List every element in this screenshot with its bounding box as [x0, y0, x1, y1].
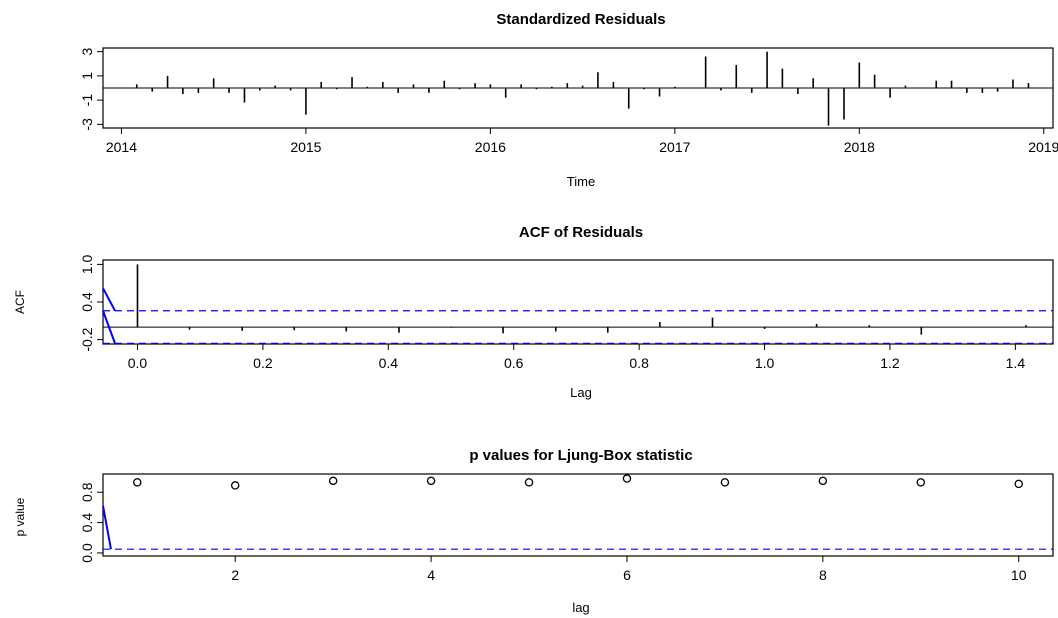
p-value-point	[818, 476, 828, 486]
p-value-point	[230, 481, 240, 490]
ljung-box-x-tick-label: 8	[819, 567, 827, 583]
p-value-point	[622, 474, 632, 483]
ljung-box-x-tick-label: 2	[231, 567, 239, 583]
residuals-x-tick-label: 2017	[659, 139, 690, 155]
ljung-box-y-tick-label: 0.0	[79, 543, 95, 563]
residuals-x-tick-label: 2016	[475, 139, 506, 155]
acf-plot-frame	[102, 259, 1054, 345]
ljung-box-y-label: p value	[13, 497, 27, 536]
acf-marks	[102, 264, 1053, 344]
ljung-box-marks	[102, 474, 1053, 550]
residuals-y-tick-label: 1	[79, 72, 95, 80]
acf-x-tick-label: 1.4	[1006, 355, 1026, 371]
acf-y-tick-label: 0.4	[79, 292, 95, 312]
ljung-box-y-tick-label: 0.4	[79, 513, 95, 533]
acf-x-tick-label: 0.6	[504, 355, 524, 371]
acf-x-tick-label: 0.4	[379, 355, 399, 371]
ljung-box-plot-frame	[102, 473, 1054, 557]
p-value-point	[524, 478, 534, 487]
acf-x-tick-label: 0.0	[128, 355, 148, 371]
p-value-point	[916, 478, 926, 487]
ljung-box-panel: p values for Ljung-Box statistic 2 4 6 8 10 0…	[13, 447, 1054, 615]
ljung-box-x-tick-label: 10	[1011, 567, 1027, 583]
ljung-box-x-tick-label: 6	[623, 567, 631, 583]
ljung-box-y-tick-label: 0.8	[79, 482, 95, 502]
acf-lower-ci-segment	[102, 310, 116, 344]
acf-y-label: ACF	[13, 290, 27, 314]
residuals-x-tick-label: 2018	[844, 139, 875, 155]
acf-axes: 0.0 0.2 0.4 0.6 0.8 1.0 1.2 1.4 -0.2 0.4 1.0	[79, 254, 1025, 371]
acf-panel: ACF of Residuals 0.0 0.2 0.4 0.6 0.8 1.0 1.2 1.…	[13, 224, 1054, 400]
acf-y-tick-label: 1.0	[79, 254, 95, 274]
residuals-axes: 2014 2015 2016 2017 2018 2019 -3 -1 1 3	[79, 48, 1058, 155]
p-value-point	[133, 478, 142, 487]
ljung-box-axes: 2 4 6 8 10 0.0 0.4 0.8	[79, 482, 1027, 583]
residuals-marks	[103, 51, 1053, 126]
ljung-box-x-label: lag	[572, 600, 589, 615]
p-value-point	[1014, 479, 1023, 489]
residuals-y-tick-label: -3	[79, 118, 95, 131]
p-value-point	[426, 476, 436, 486]
threshold-segment	[102, 505, 112, 550]
residuals-panel: Standardized Residuals 2014 2015 2016 2017 2…	[79, 11, 1058, 189]
residuals-y-tick-label: 3	[79, 48, 95, 56]
acf-y-tick-label: -0.2	[79, 327, 95, 351]
residuals-x-tick-label: 2015	[290, 139, 321, 155]
ljung-box-x-tick-label: 4	[427, 567, 435, 583]
acf-title: ACF of Residuals	[519, 224, 643, 241]
acf-x-tick-label: 1.0	[755, 355, 775, 371]
acf-x-tick-label: 0.8	[629, 355, 649, 371]
residuals-title: Standardized Residuals	[496, 11, 665, 28]
acf-x-tick-label: 1.2	[880, 355, 900, 371]
acf-upper-ci-segment	[102, 287, 116, 312]
residuals-x-tick-label: 2014	[106, 139, 137, 155]
residuals-y-tick-label: -1	[79, 94, 95, 107]
acf-x-label: Lag	[570, 385, 592, 400]
residuals-x-label: Time	[567, 174, 595, 189]
acf-x-tick-label: 0.2	[253, 355, 273, 371]
ljung-box-title: p values for Ljung-Box statistic	[469, 447, 692, 464]
p-value-point	[720, 478, 730, 487]
residuals-x-tick-label: 2019	[1028, 139, 1058, 155]
p-value-point	[328, 476, 338, 486]
